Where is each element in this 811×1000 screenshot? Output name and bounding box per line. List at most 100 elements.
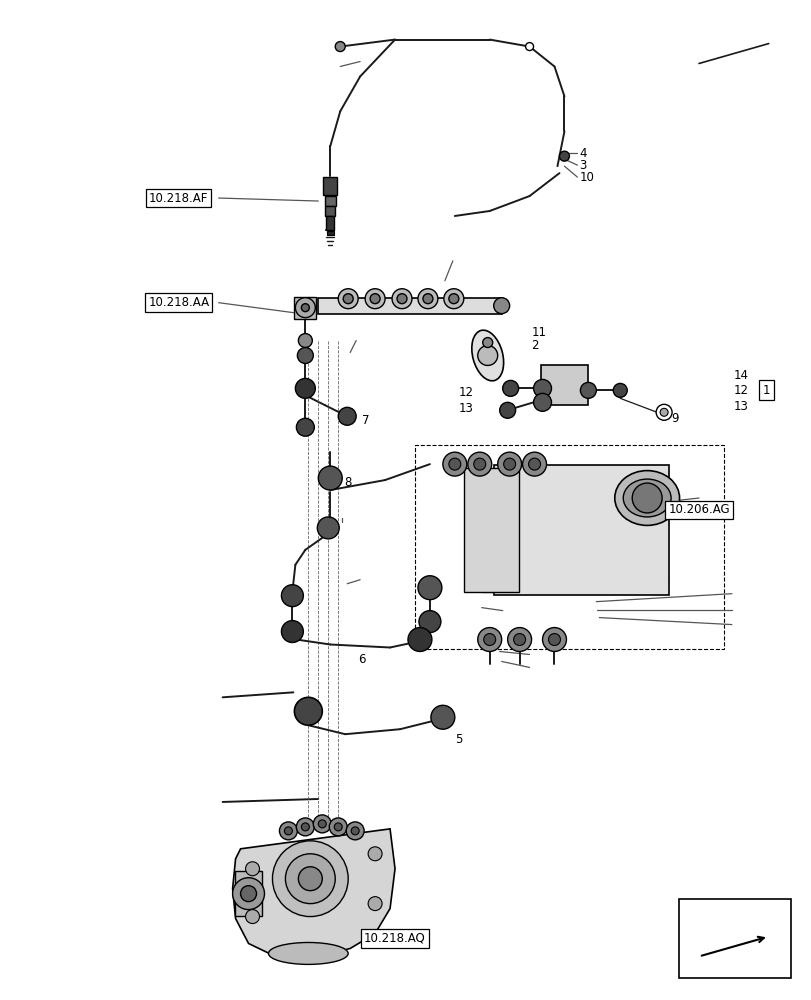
- Circle shape: [301, 304, 309, 312]
- Text: 13: 13: [733, 400, 748, 413]
- Circle shape: [477, 628, 501, 651]
- Circle shape: [533, 379, 551, 397]
- Circle shape: [318, 466, 341, 490]
- Circle shape: [418, 576, 441, 600]
- Ellipse shape: [471, 330, 503, 381]
- Circle shape: [350, 827, 358, 835]
- Circle shape: [397, 294, 406, 304]
- Bar: [678, 899, 790, 978]
- Ellipse shape: [268, 942, 348, 964]
- Circle shape: [493, 298, 509, 314]
- Circle shape: [525, 43, 533, 51]
- Text: 6: 6: [358, 653, 365, 666]
- Text: 12: 12: [733, 384, 748, 397]
- Circle shape: [240, 886, 256, 902]
- Circle shape: [294, 697, 322, 725]
- Circle shape: [392, 289, 411, 309]
- Circle shape: [370, 294, 380, 304]
- Text: 9: 9: [670, 412, 678, 425]
- Circle shape: [317, 517, 339, 539]
- Circle shape: [232, 878, 264, 910]
- Text: 3: 3: [579, 159, 586, 172]
- Text: 11: 11: [531, 326, 546, 339]
- Circle shape: [497, 452, 521, 476]
- Text: 2: 2: [531, 339, 539, 352]
- Circle shape: [272, 841, 348, 917]
- Circle shape: [338, 407, 356, 425]
- Circle shape: [298, 867, 322, 891]
- Circle shape: [338, 289, 358, 309]
- Circle shape: [580, 382, 595, 398]
- Circle shape: [442, 452, 466, 476]
- Circle shape: [345, 822, 363, 840]
- Bar: [326, 231, 333, 235]
- Text: 10.206.AG: 10.206.AG: [667, 503, 729, 516]
- Bar: [323, 177, 337, 195]
- Circle shape: [296, 418, 314, 436]
- Circle shape: [522, 452, 546, 476]
- Text: 13: 13: [458, 402, 473, 415]
- Text: 8: 8: [344, 476, 351, 489]
- Circle shape: [513, 634, 525, 646]
- Circle shape: [502, 380, 518, 396]
- Circle shape: [528, 458, 540, 470]
- Text: 10.218.AF: 10.218.AF: [149, 192, 208, 205]
- Text: 10.218.AQ: 10.218.AQ: [363, 932, 426, 945]
- Circle shape: [318, 820, 326, 828]
- Circle shape: [407, 628, 431, 651]
- Circle shape: [473, 458, 485, 470]
- Circle shape: [655, 404, 672, 420]
- Circle shape: [548, 634, 560, 646]
- Circle shape: [499, 402, 515, 418]
- Circle shape: [632, 483, 661, 513]
- Circle shape: [448, 458, 461, 470]
- Circle shape: [483, 338, 492, 348]
- Ellipse shape: [623, 479, 670, 517]
- Bar: [294, 297, 316, 319]
- Circle shape: [533, 393, 551, 411]
- Text: 12: 12: [458, 386, 474, 399]
- Circle shape: [365, 289, 384, 309]
- Circle shape: [542, 628, 566, 651]
- Circle shape: [418, 611, 440, 633]
- Bar: [324, 196, 335, 206]
- Circle shape: [423, 294, 432, 304]
- Bar: [464, 468, 518, 592]
- Circle shape: [335, 42, 345, 52]
- Text: 5: 5: [454, 733, 461, 746]
- Bar: [494, 465, 667, 595]
- Circle shape: [477, 346, 497, 365]
- Ellipse shape: [614, 471, 679, 525]
- Circle shape: [301, 823, 309, 831]
- Bar: [325, 206, 335, 216]
- Text: 1: 1: [762, 384, 770, 397]
- Bar: [540, 365, 588, 405]
- Text: 10.218.AA: 10.218.AA: [148, 296, 209, 309]
- Circle shape: [245, 862, 260, 876]
- Bar: [234, 871, 262, 916]
- Circle shape: [245, 910, 260, 924]
- Text: 4: 4: [579, 147, 586, 160]
- Circle shape: [483, 634, 495, 646]
- Circle shape: [448, 294, 458, 304]
- Circle shape: [444, 289, 463, 309]
- Circle shape: [612, 383, 626, 397]
- Circle shape: [343, 294, 353, 304]
- Bar: [317, 298, 501, 314]
- Circle shape: [367, 897, 382, 911]
- Circle shape: [431, 705, 454, 729]
- Circle shape: [418, 289, 437, 309]
- Polygon shape: [232, 829, 394, 958]
- Circle shape: [281, 621, 303, 643]
- Bar: [414, 445, 723, 649]
- Circle shape: [559, 151, 569, 161]
- Circle shape: [367, 847, 382, 861]
- Text: 10: 10: [579, 171, 594, 184]
- Circle shape: [328, 818, 347, 836]
- Circle shape: [281, 585, 303, 607]
- Circle shape: [296, 818, 314, 836]
- Circle shape: [659, 408, 667, 416]
- Circle shape: [279, 822, 297, 840]
- Text: 14: 14: [733, 369, 748, 382]
- Circle shape: [295, 298, 315, 318]
